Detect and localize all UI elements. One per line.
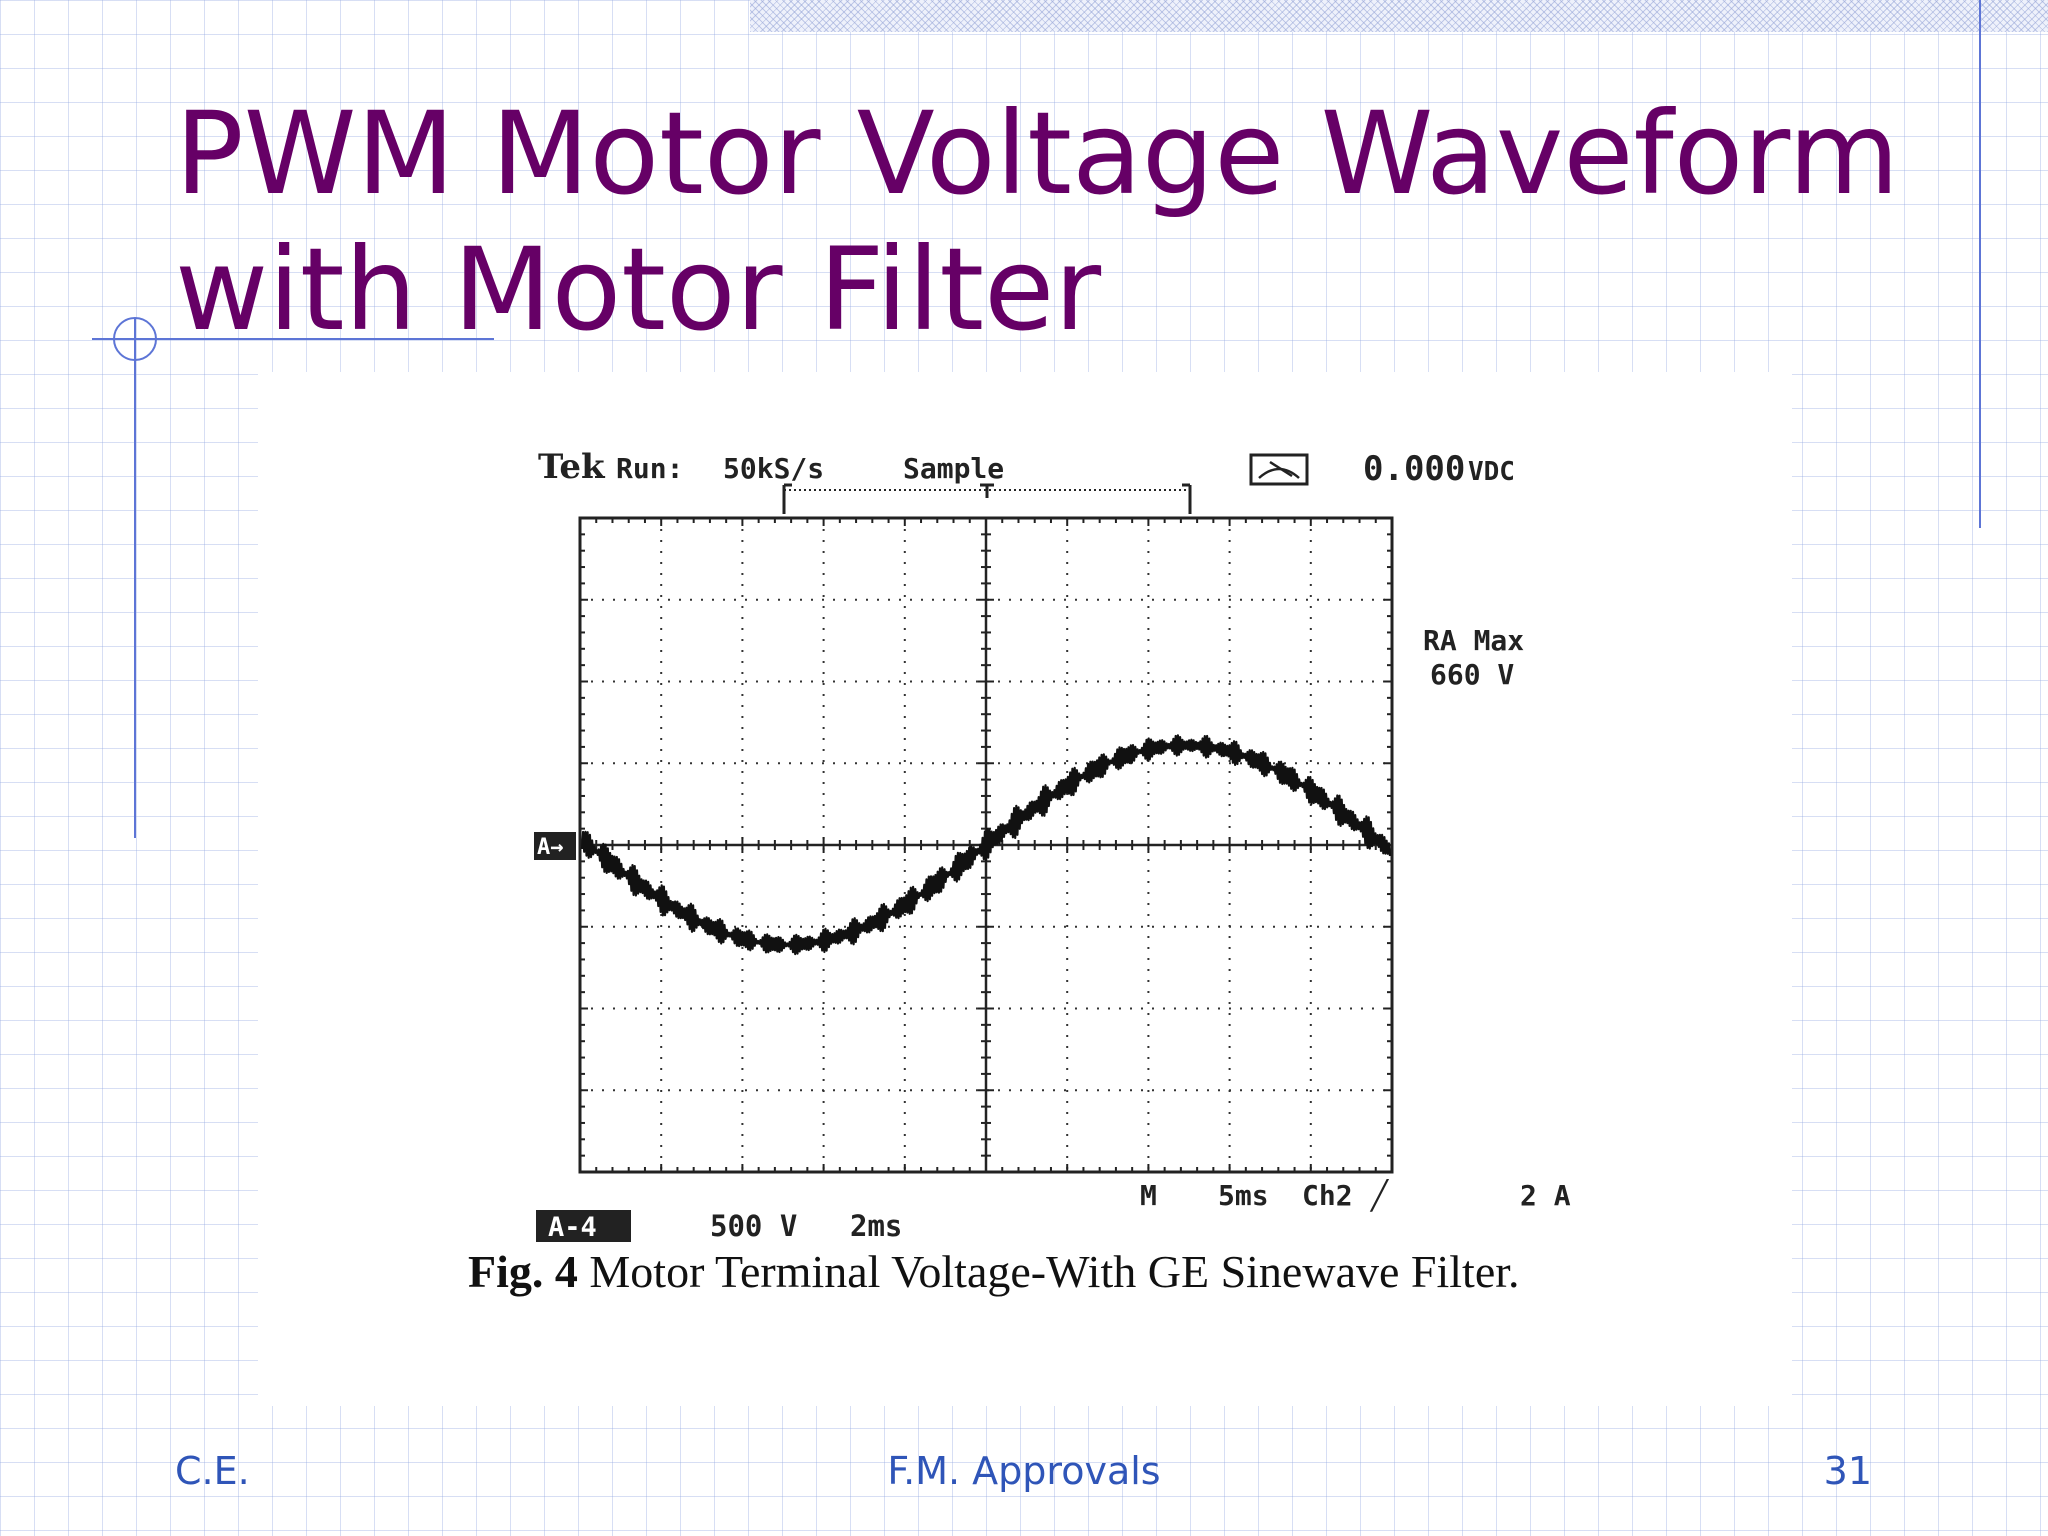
scope-graticule bbox=[578, 516, 1394, 1174]
scope-dc-reading: 0.000 bbox=[1363, 449, 1465, 489]
decorative-circle bbox=[113, 317, 157, 361]
top-pattern-band bbox=[750, 0, 2048, 32]
scope-brand: Tek bbox=[538, 447, 606, 487]
meter-icon bbox=[1249, 453, 1309, 486]
right-accent-line bbox=[1979, 0, 1981, 528]
channel-badge: A-4 bbox=[548, 1212, 597, 1243]
slide-title-line-2: with Motor Filter bbox=[175, 223, 1102, 356]
scope-sample-rate: 50kS/s bbox=[723, 452, 824, 485]
trigger-position-bracket bbox=[782, 483, 1192, 514]
scope-horizontal-scale: 2ms bbox=[850, 1209, 902, 1243]
scope-vertical-scale: 500 V bbox=[710, 1209, 797, 1243]
scope-trigger-slope: ╱ bbox=[1369, 1179, 1390, 1212]
channel-marker-box bbox=[534, 832, 576, 860]
scope-timebase-label: M bbox=[1140, 1179, 1157, 1212]
left-accent-line bbox=[134, 318, 136, 838]
title-underline bbox=[92, 338, 494, 340]
oscilloscope-figure: Tek Run: 50kS/s Sample 0.000 VDC RA Max … bbox=[258, 372, 1792, 1406]
figure-caption: Fig. 4 Motor Terminal Voltage-With GE Si… bbox=[468, 1246, 1520, 1297]
footer-title: F.M. Approvals bbox=[887, 1449, 1161, 1493]
oscilloscope-screenshot: Tek Run: 50kS/s Sample 0.000 VDC RA Max … bbox=[468, 447, 1571, 1297]
channel-marker: A→ bbox=[537, 835, 564, 860]
figure-caption-text: Motor Terminal Voltage-With GE Sinewave … bbox=[578, 1246, 1520, 1297]
figure-caption-prefix: Fig. 4 bbox=[468, 1246, 578, 1297]
voltage-waveform bbox=[580, 734, 1392, 956]
channel-badge-box bbox=[536, 1210, 631, 1242]
scope-dc-unit: VDC bbox=[1468, 457, 1515, 487]
footer-author: C.E. bbox=[175, 1449, 250, 1493]
scope-run-label: Run: bbox=[616, 452, 683, 485]
scope-max-value: 660 V bbox=[1430, 658, 1514, 691]
slide-title-line-1: PWM Motor Voltage Waveform bbox=[175, 87, 1900, 220]
slide-title: PWM Motor Voltage Waveform with Motor Fi… bbox=[175, 86, 1899, 358]
page-number: 31 bbox=[1823, 1449, 1872, 1493]
scope-max-label: RA Max bbox=[1423, 624, 1524, 657]
scope-acquisition-mode: Sample bbox=[903, 452, 1004, 485]
scope-current-scale: 2 A bbox=[1520, 1179, 1571, 1212]
scope-trigger-source: Ch2 bbox=[1302, 1179, 1353, 1212]
scope-timebase-value: 5ms bbox=[1218, 1179, 1269, 1212]
